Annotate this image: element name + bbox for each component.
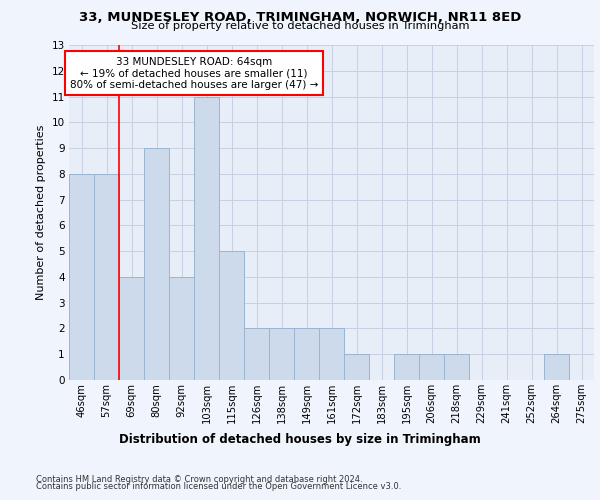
Bar	[119, 277, 144, 380]
Bar	[269, 328, 294, 380]
Text: Contains HM Land Registry data © Crown copyright and database right 2024.: Contains HM Land Registry data © Crown c…	[36, 474, 362, 484]
Text: Distribution of detached houses by size in Trimingham: Distribution of detached houses by size …	[119, 432, 481, 446]
Bar	[394, 354, 419, 380]
Bar	[244, 328, 269, 380]
Bar	[444, 354, 469, 380]
Bar	[144, 148, 169, 380]
Bar	[419, 354, 444, 380]
Text: Contains public sector information licensed under the Open Government Licence v3: Contains public sector information licen…	[36, 482, 401, 491]
Bar	[219, 251, 244, 380]
Text: Size of property relative to detached houses in Trimingham: Size of property relative to detached ho…	[131, 21, 469, 31]
Bar	[319, 328, 344, 380]
Bar	[169, 277, 194, 380]
Y-axis label: Number of detached properties: Number of detached properties	[36, 125, 46, 300]
Bar	[544, 354, 569, 380]
Bar	[94, 174, 119, 380]
Text: 33, MUNDESLEY ROAD, TRIMINGHAM, NORWICH, NR11 8ED: 33, MUNDESLEY ROAD, TRIMINGHAM, NORWICH,…	[79, 11, 521, 24]
Bar	[69, 174, 94, 380]
Bar	[344, 354, 369, 380]
Text: 33 MUNDESLEY ROAD: 64sqm
← 19% of detached houses are smaller (11)
80% of semi-d: 33 MUNDESLEY ROAD: 64sqm ← 19% of detach…	[70, 56, 318, 90]
Bar	[194, 96, 219, 380]
Bar	[294, 328, 319, 380]
